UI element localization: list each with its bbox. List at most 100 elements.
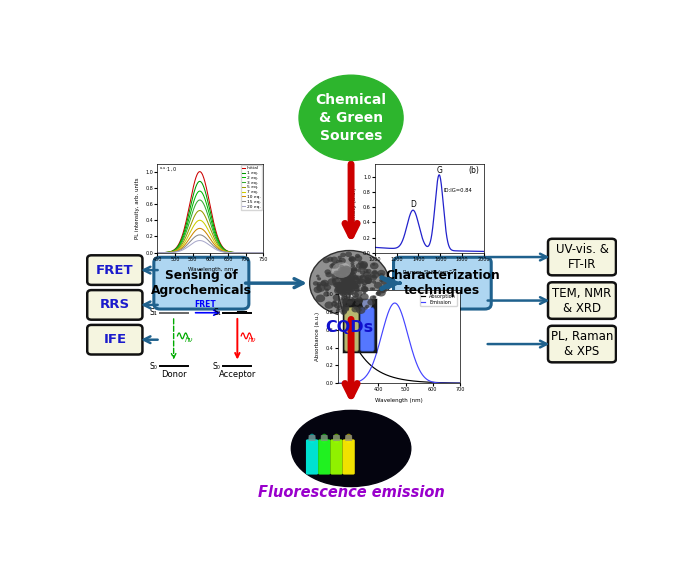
FancyBboxPatch shape: [548, 326, 616, 362]
Text: Chemical
& Green
Sources: Chemical & Green Sources: [316, 93, 386, 143]
Circle shape: [336, 271, 340, 275]
FancyBboxPatch shape: [321, 435, 327, 441]
Circle shape: [339, 264, 344, 268]
Circle shape: [347, 284, 351, 287]
Circle shape: [370, 287, 373, 290]
Circle shape: [336, 272, 345, 279]
Circle shape: [347, 281, 351, 285]
Circle shape: [353, 286, 360, 292]
Circle shape: [347, 281, 353, 285]
Circle shape: [360, 293, 369, 301]
Circle shape: [339, 267, 347, 273]
Circle shape: [351, 267, 358, 271]
Circle shape: [345, 283, 351, 287]
Circle shape: [323, 292, 329, 297]
Circle shape: [336, 285, 340, 288]
Circle shape: [332, 279, 336, 281]
Circle shape: [340, 275, 349, 282]
Circle shape: [360, 275, 366, 280]
Circle shape: [374, 282, 382, 289]
Text: Characterization
techniques: Characterization techniques: [385, 269, 500, 297]
Circle shape: [381, 277, 390, 285]
Circle shape: [372, 280, 376, 284]
Circle shape: [347, 270, 352, 274]
Text: Sensing of
Agrochemicals: Sensing of Agrochemicals: [151, 269, 252, 297]
Circle shape: [336, 286, 346, 294]
Circle shape: [349, 268, 353, 272]
Circle shape: [316, 284, 325, 292]
Circle shape: [342, 281, 347, 285]
Circle shape: [349, 281, 356, 286]
Circle shape: [349, 256, 356, 262]
Circle shape: [353, 268, 357, 271]
Circle shape: [360, 275, 364, 279]
Circle shape: [317, 277, 321, 280]
Circle shape: [340, 286, 349, 293]
Circle shape: [352, 281, 358, 286]
Circle shape: [338, 255, 342, 259]
Circle shape: [347, 273, 354, 279]
Circle shape: [336, 270, 346, 278]
Circle shape: [355, 254, 360, 258]
FancyBboxPatch shape: [548, 282, 616, 319]
Circle shape: [353, 284, 359, 289]
Circle shape: [336, 282, 343, 289]
Circle shape: [339, 286, 345, 291]
Circle shape: [324, 282, 329, 286]
Circle shape: [346, 280, 350, 284]
Circle shape: [346, 283, 355, 291]
Circle shape: [340, 253, 346, 257]
Text: TEM, NMR
& XRD: TEM, NMR & XRD: [552, 286, 612, 315]
Circle shape: [313, 281, 319, 286]
Circle shape: [327, 278, 336, 285]
Circle shape: [379, 273, 384, 277]
Circle shape: [347, 301, 353, 306]
Circle shape: [356, 306, 366, 314]
Circle shape: [340, 282, 345, 286]
Circle shape: [342, 292, 351, 299]
Circle shape: [351, 277, 360, 284]
Circle shape: [336, 288, 342, 292]
Circle shape: [360, 286, 369, 293]
Circle shape: [378, 288, 385, 293]
Circle shape: [358, 308, 362, 311]
Circle shape: [372, 263, 375, 266]
Circle shape: [340, 278, 347, 283]
Circle shape: [346, 281, 354, 288]
Circle shape: [349, 257, 355, 262]
Circle shape: [340, 276, 345, 280]
Circle shape: [352, 295, 358, 301]
Circle shape: [324, 284, 331, 290]
Circle shape: [345, 281, 349, 285]
FancyBboxPatch shape: [345, 435, 352, 441]
Circle shape: [342, 281, 351, 288]
Circle shape: [334, 282, 342, 289]
Circle shape: [351, 264, 355, 268]
Ellipse shape: [333, 434, 340, 444]
Circle shape: [329, 263, 336, 269]
Text: Fluorescence emission: Fluorescence emission: [258, 485, 445, 500]
Circle shape: [349, 287, 355, 292]
Circle shape: [348, 281, 356, 288]
Circle shape: [325, 270, 331, 275]
FancyBboxPatch shape: [548, 239, 616, 275]
Circle shape: [370, 275, 377, 280]
Circle shape: [349, 280, 355, 285]
Circle shape: [332, 278, 340, 285]
Circle shape: [354, 307, 358, 310]
Circle shape: [345, 282, 351, 287]
Circle shape: [345, 283, 353, 290]
FancyBboxPatch shape: [306, 440, 318, 475]
Circle shape: [364, 287, 367, 290]
Circle shape: [342, 266, 351, 273]
Circle shape: [348, 270, 355, 276]
Circle shape: [299, 75, 403, 160]
Circle shape: [351, 273, 356, 276]
Circle shape: [346, 280, 351, 284]
Circle shape: [351, 306, 359, 312]
Circle shape: [351, 280, 355, 283]
Circle shape: [358, 279, 364, 283]
Circle shape: [345, 280, 353, 286]
Circle shape: [349, 282, 357, 289]
Circle shape: [353, 284, 358, 289]
